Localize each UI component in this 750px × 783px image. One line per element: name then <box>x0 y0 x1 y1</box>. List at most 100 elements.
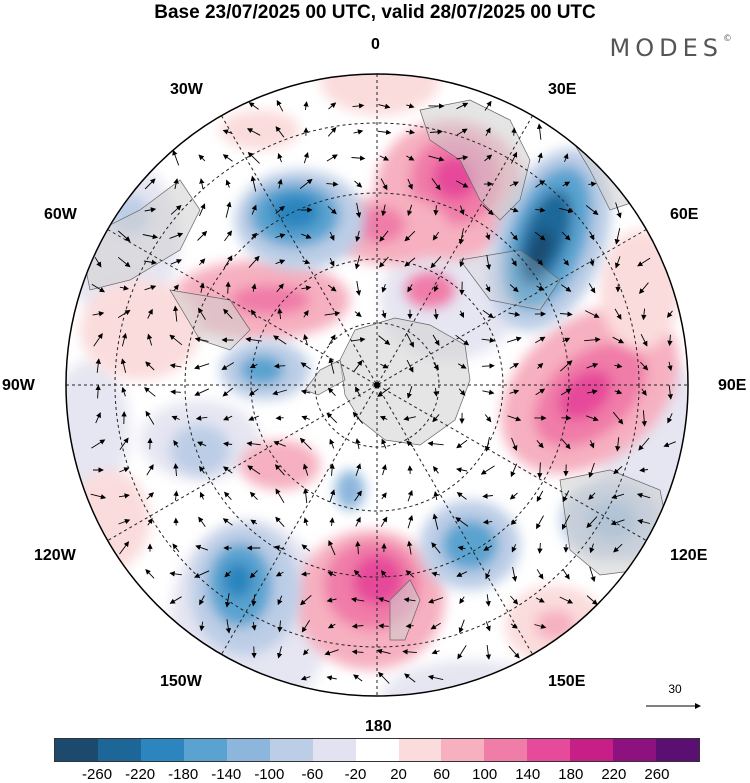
wind-vector <box>303 517 309 526</box>
polar-map <box>65 73 701 709</box>
wind-vector <box>351 623 364 629</box>
wind-vector <box>484 414 492 423</box>
wind-vector <box>355 386 361 398</box>
wind-vector <box>636 492 651 499</box>
wind-vector <box>272 389 288 396</box>
wind-vector <box>407 514 414 529</box>
wind-vector <box>406 386 413 399</box>
wind-vector <box>95 384 101 399</box>
wind-vector <box>511 544 517 553</box>
wind-vector <box>248 102 259 110</box>
wind-vector <box>430 622 441 630</box>
wind-vector <box>303 463 309 476</box>
wind-vector <box>275 488 285 504</box>
wind-vector <box>301 233 312 239</box>
wind-vector <box>510 623 518 629</box>
wind-vector <box>327 387 336 397</box>
wind-vector <box>91 439 106 449</box>
colorbar-segment <box>613 739 657 761</box>
wind-vector <box>484 437 491 452</box>
wind-vector <box>326 412 338 424</box>
wind-vector <box>407 284 413 293</box>
wind-vector <box>381 310 387 319</box>
wind-vector <box>509 363 519 369</box>
wind-vector <box>509 389 520 395</box>
wind-vector <box>355 280 362 296</box>
wind-vector <box>559 596 574 604</box>
wind-vector <box>456 155 469 161</box>
wind-vector <box>301 415 310 421</box>
wind-vector <box>377 597 390 603</box>
wind-vector <box>300 389 311 395</box>
wind-vector <box>147 308 153 319</box>
wind-vector <box>224 570 232 578</box>
wind-vector <box>197 441 207 447</box>
colorbar-tick-label: -20 <box>344 766 367 783</box>
wind-vector <box>173 284 179 292</box>
wind-vector <box>378 103 391 109</box>
wind-vector <box>483 545 493 551</box>
wind-vector <box>485 594 491 607</box>
wind-vector <box>455 517 469 527</box>
wind-vector <box>613 466 623 475</box>
map-boundary <box>65 73 689 697</box>
wind-vector <box>510 519 517 525</box>
wind-vector <box>350 597 365 603</box>
wind-vector <box>328 540 336 556</box>
wind-vector <box>510 231 518 241</box>
brand-text: MODES <box>609 34 723 62</box>
wind-vector <box>378 623 389 629</box>
wind-vector <box>459 596 465 605</box>
south-pole-marker <box>374 382 380 388</box>
wind-vector <box>222 518 233 526</box>
colorbar-tick-label: 180 <box>558 766 584 783</box>
colorbar-segment <box>570 739 614 761</box>
wind-vector <box>509 207 519 213</box>
wind-vector <box>144 207 157 213</box>
wind-vector <box>432 513 439 530</box>
wind-vector <box>378 335 391 345</box>
wind-vector <box>562 568 570 580</box>
wind-vector <box>251 283 257 292</box>
wind-vector <box>199 595 205 606</box>
wind-vector <box>380 363 389 369</box>
wind-vector <box>485 644 492 660</box>
wind-vector <box>324 649 339 656</box>
wind-vector <box>171 415 180 421</box>
wind-vector <box>484 100 492 111</box>
colorbar-segment <box>355 739 399 761</box>
wind-vector <box>433 284 439 293</box>
wind-vector <box>458 228 465 245</box>
lon-label-120w: 120W <box>34 547 76 564</box>
colorbar-segment <box>312 739 356 761</box>
wind-vector <box>221 362 235 370</box>
wind-vector <box>326 597 337 603</box>
wind-vector <box>641 410 647 427</box>
wind-vector <box>170 204 182 215</box>
wind-vector <box>275 516 285 527</box>
wind-vector <box>562 490 570 503</box>
wind-vector <box>509 492 518 500</box>
wind-vector <box>614 308 622 320</box>
wind-vector <box>561 514 571 530</box>
colorbar <box>54 738 700 762</box>
wind-vector <box>405 129 415 135</box>
wind-vector <box>433 205 439 216</box>
colorbar-segment <box>55 739 98 761</box>
lon-label-90w: 90W <box>2 377 35 394</box>
wind-vector <box>327 127 337 137</box>
wind-vector <box>584 310 600 318</box>
wind-vector <box>173 490 179 501</box>
wind-vector <box>275 233 286 239</box>
wind-vector <box>247 465 261 475</box>
wind-vector <box>169 363 182 369</box>
wind-vector <box>485 569 491 580</box>
lon-label-30w: 30W <box>170 81 203 98</box>
wind-vector <box>482 389 495 395</box>
wind-vector <box>536 569 544 580</box>
lon-label-90e: 90E <box>718 377 747 394</box>
wind-vector <box>355 540 361 555</box>
wind-vector <box>381 438 387 449</box>
wind-vector <box>144 285 157 291</box>
wind-vector <box>560 388 572 396</box>
